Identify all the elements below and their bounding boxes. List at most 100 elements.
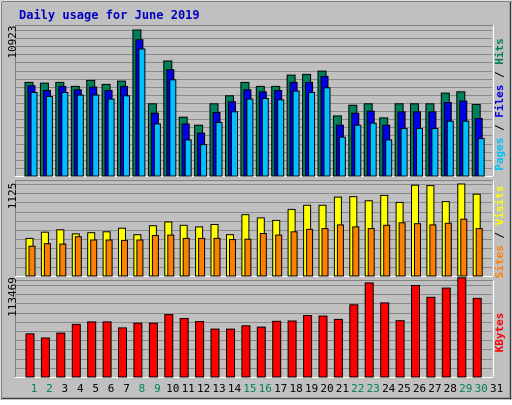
kbytes-bar-day-20 — [318, 315, 328, 378]
kbytes-bar-day-6 — [102, 321, 112, 378]
x-tick-label-day-2: 2 — [46, 382, 53, 395]
sites-bar-day-29 — [460, 218, 468, 277]
x-tick-label-day-19: 19 — [305, 382, 318, 395]
x-tick-label-day-8: 8 — [139, 382, 146, 395]
legend-kbytes: KBytes — [493, 313, 506, 353]
pages-bar-day-2 — [45, 96, 53, 177]
pages-bar-day-22 — [354, 124, 362, 177]
kbytes-bar-day-2 — [40, 337, 50, 378]
sites-bar-day-9 — [151, 235, 159, 277]
x-tick-label-day-13: 13 — [212, 382, 225, 395]
x-tick-label-day-21: 21 — [336, 382, 349, 395]
kbytes-bar-day-27 — [426, 296, 436, 378]
sites-bar-day-4 — [74, 236, 82, 277]
pages-bar-day-14 — [231, 111, 238, 177]
pages-bar-day-13 — [215, 122, 223, 177]
x-tick-label-day-11: 11 — [182, 382, 195, 395]
visits-axis-max-label: 1125 — [6, 183, 19, 210]
chart-title: Daily usage for June 2019 — [19, 8, 200, 22]
pages-bar-day-23 — [369, 122, 377, 177]
visits-panel-box — [15, 180, 493, 276]
x-tick-label-day-14: 14 — [228, 382, 242, 395]
pages-bar-day-24 — [385, 139, 393, 177]
sites-bar-day-27 — [429, 224, 437, 277]
sites-bar-day-23 — [367, 228, 375, 277]
pages-bar-day-21 — [338, 136, 346, 177]
sites-bar-day-17 — [275, 234, 283, 277]
legend-visits: Visits — [493, 186, 506, 226]
hits-legend-label: Pages / Files / Hits — [493, 38, 506, 171]
sites-bar-day-22 — [352, 226, 360, 277]
x-tick-label-day-1: 1 — [31, 382, 38, 395]
pages-bar-day-8 — [138, 48, 146, 177]
kbytes-bar-day-11 — [179, 318, 189, 378]
pages-bar-day-3 — [61, 92, 69, 177]
sites-bar-day-16 — [259, 233, 267, 277]
x-tick-label-day-29: 29 — [459, 382, 472, 395]
sites-bar-day-20 — [321, 228, 329, 277]
kbytes-bar-day-12 — [195, 321, 205, 378]
kbytes-bar-day-14 — [226, 328, 235, 378]
pages-bar-day-19 — [308, 92, 316, 177]
pages-bar-day-25 — [400, 128, 408, 177]
pages-bar-day-17 — [277, 99, 285, 177]
kbytes-bar-day-22 — [349, 304, 359, 378]
kbytes-bar-day-29 — [457, 277, 467, 378]
pages-bar-day-29 — [462, 120, 470, 177]
kbytes-bar-day-8 — [133, 322, 143, 378]
kbytes-legend-label: KBytes — [493, 313, 506, 353]
kbytes-axis-max-label: 113469 — [6, 277, 19, 317]
x-tick-label-day-31: 31 — [490, 382, 503, 395]
pages-bar-day-5 — [92, 94, 100, 177]
sites-bar-day-10 — [167, 234, 175, 277]
kbytes-bar-day-4 — [71, 323, 81, 378]
kbytes-bar-day-3 — [56, 332, 66, 378]
sites-bar-day-1 — [28, 245, 36, 277]
x-tick-label-day-18: 18 — [289, 382, 302, 395]
x-tick-label-day-12: 12 — [197, 382, 210, 395]
kbytes-bar-day-18 — [287, 320, 297, 378]
x-tick-label-day-28: 28 — [444, 382, 457, 395]
sites-bar-day-6 — [105, 239, 113, 277]
kbytes-panel: 113469 KBytes — [6, 277, 506, 378]
sites-bar-day-18 — [290, 231, 298, 277]
kbytes-bar-day-17 — [272, 320, 282, 378]
hits-panel: 10923 Pages / Files / Hits — [6, 25, 506, 177]
kbytes-bar-day-16 — [256, 326, 266, 378]
kbytes-series-kbytes — [25, 277, 482, 378]
x-tick-label-day-9: 9 — [154, 382, 161, 395]
visits-legend-label: Sites / Visits — [493, 186, 506, 279]
x-tick-label-day-16: 16 — [259, 382, 272, 395]
pages-bar-day-16 — [261, 98, 269, 177]
kbytes-bar-day-13 — [210, 328, 220, 378]
kbytes-bar-day-7 — [118, 327, 127, 378]
kbytes-bar-day-26 — [411, 285, 420, 378]
x-tick-label-day-3: 3 — [61, 382, 68, 395]
visits-panel: 1125 Sites / Visits — [6, 180, 506, 278]
x-tick-label-day-17: 17 — [274, 382, 287, 395]
legend-separator: / — [493, 225, 506, 245]
legend-separator: / — [493, 118, 506, 138]
kbytes-bar-day-10 — [164, 314, 174, 378]
x-tick-label-day-7: 7 — [123, 382, 130, 395]
pages-bar-day-18 — [292, 90, 300, 177]
x-tick-label-day-25: 25 — [397, 382, 410, 395]
x-tick-label-day-20: 20 — [320, 382, 333, 395]
x-tick-label-day-6: 6 — [108, 382, 115, 395]
x-tick-label-day-30: 30 — [475, 382, 488, 395]
sites-bar-day-12 — [198, 237, 206, 277]
pages-bar-day-27 — [431, 128, 439, 177]
sites-bar-day-13 — [213, 237, 221, 277]
pages-bar-day-28 — [446, 120, 454, 177]
pages-bar-day-20 — [323, 87, 331, 177]
sites-bar-day-25 — [398, 222, 406, 277]
kbytes-bar-day-21 — [333, 318, 343, 378]
sites-bar-day-7 — [121, 239, 128, 277]
pages-bar-day-6 — [107, 98, 115, 177]
pages-bar-day-15 — [246, 98, 254, 177]
kbytes-bar-day-19 — [303, 315, 313, 378]
sites-bar-day-28 — [444, 222, 452, 277]
x-tick-label-day-10: 10 — [166, 382, 179, 395]
x-tick-label-day-23: 23 — [367, 382, 380, 395]
x-axis-day-labels: 1 2 3 4 5 6 7 8 9 10 11 12 13 14 15 16 17 18 19 20 21 22 23 24 2… — [31, 382, 504, 395]
